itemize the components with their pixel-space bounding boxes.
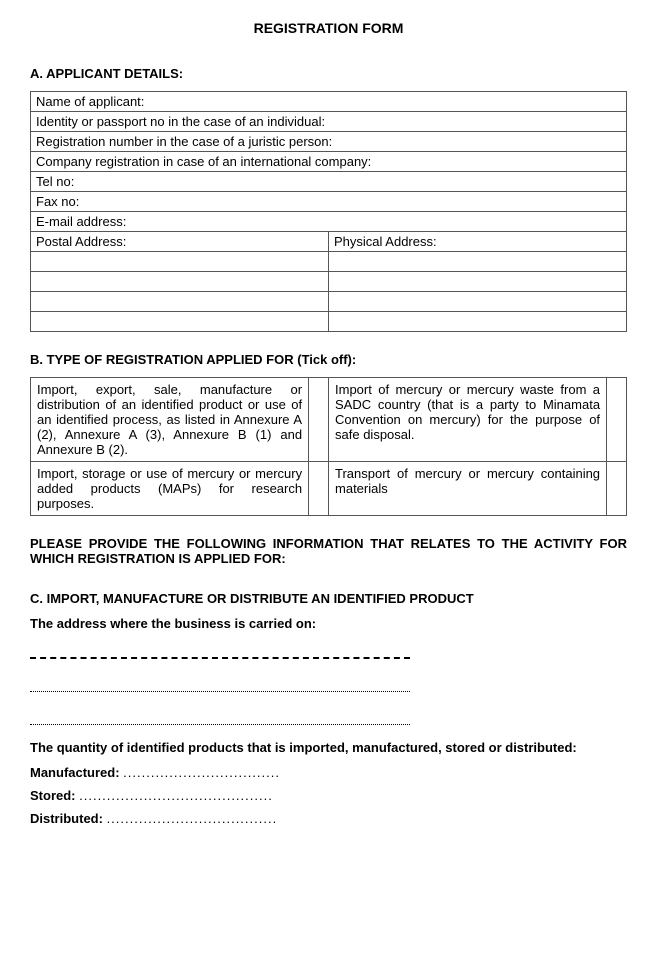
reg-option-4: Transport of mercury or mercury containi… [329, 462, 607, 516]
reg-option-1: Import, export, sale, manufacture or dis… [31, 378, 309, 462]
distributed-field[interactable]: Distributed: ...........................… [30, 811, 627, 826]
row-company-reg[interactable]: Company registration in case of an inter… [31, 152, 627, 172]
physical-line[interactable] [329, 312, 627, 332]
reg-tick-2[interactable] [607, 378, 627, 462]
address-line-1[interactable] [30, 641, 410, 659]
stored-field[interactable]: Stored: ................................… [30, 788, 627, 803]
reg-tick-4[interactable] [607, 462, 627, 516]
postal-line[interactable] [31, 312, 329, 332]
registration-type-table: Import, export, sale, manufacture or dis… [30, 377, 627, 516]
applicant-details-table: Name of applicant: Identity or passport … [30, 91, 627, 332]
form-title: REGISTRATION FORM [30, 20, 627, 36]
row-fax[interactable]: Fax no: [31, 192, 627, 212]
reg-tick-3[interactable] [309, 462, 329, 516]
physical-line[interactable] [329, 252, 627, 272]
quantity-label: The quantity of identified products that… [30, 740, 627, 755]
address-line-3[interactable] [30, 707, 410, 725]
reg-option-3: Import, storage or use of mercury or mer… [31, 462, 309, 516]
row-identity[interactable]: Identity or passport no in the case of a… [31, 112, 627, 132]
reg-tick-1[interactable] [309, 378, 329, 462]
postal-line[interactable] [31, 252, 329, 272]
row-registration[interactable]: Registration number in the case of a jur… [31, 132, 627, 152]
reg-option-2: Import of mercury or mercury waste from … [329, 378, 607, 462]
row-email[interactable]: E-mail address: [31, 212, 627, 232]
section-b-heading: B. TYPE OF REGISTRATION APPLIED FOR (Tic… [30, 352, 627, 367]
row-postal[interactable]: Postal Address: [31, 232, 329, 252]
physical-line[interactable] [329, 272, 627, 292]
postal-line[interactable] [31, 272, 329, 292]
postal-line[interactable] [31, 292, 329, 312]
section-c-heading: C. IMPORT, MANUFACTURE OR DISTRIBUTE AN … [30, 591, 627, 606]
instruction-text: PLEASE PROVIDE THE FOLLOWING INFORMATION… [30, 536, 627, 566]
physical-line[interactable] [329, 292, 627, 312]
section-a-heading: A. APPLICANT DETAILS: [30, 66, 627, 81]
row-physical[interactable]: Physical Address: [329, 232, 627, 252]
row-name[interactable]: Name of applicant: [31, 92, 627, 112]
row-tel[interactable]: Tel no: [31, 172, 627, 192]
address-line-2[interactable] [30, 674, 410, 692]
manufactured-field[interactable]: Manufactured: ..........................… [30, 765, 627, 780]
address-label: The address where the business is carrie… [30, 616, 627, 631]
